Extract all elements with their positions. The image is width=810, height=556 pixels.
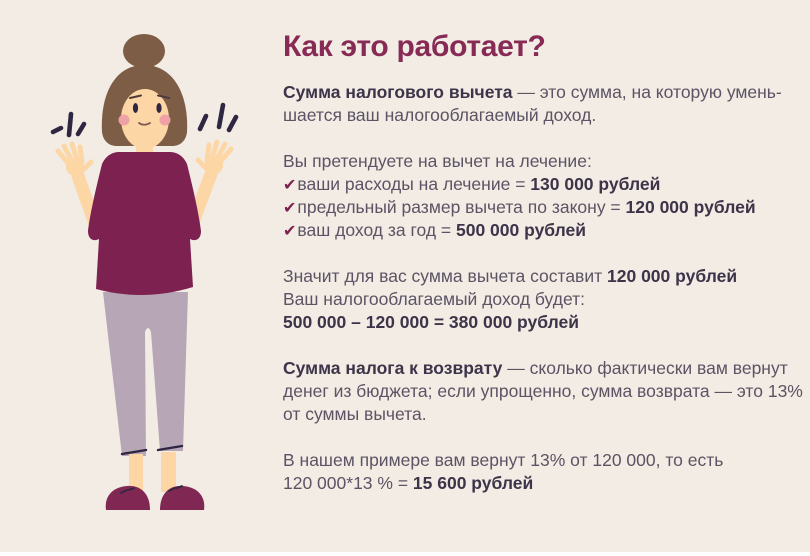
mouth [138,122,151,126]
right-eye [156,103,162,113]
text-segment: 120 000 рублей [625,197,756,217]
text-line: Значит для вас сумма вычета составит 120… [283,265,805,288]
text-line: Сумма налогового вычета — это сумма, на … [283,81,805,104]
text-segment: 15 600 рублей [412,473,534,493]
text-segment: 500 000 рублей [455,220,587,240]
eyebrows [129,94,170,99]
emphasis-dashes-left [50,111,87,138]
text-line: ✔предельный размер вычета по закону = 12… [283,196,805,219]
text-segment: ваши расходы на лечение = [297,174,531,194]
text-line: шается ваш налогооблагаемый доход. [283,104,805,127]
check-icon: ✔ [283,200,297,217]
pants [103,292,188,456]
text-segment: В нашем примере вам вернут 13% от 120 00… [283,450,724,470]
text-segment: ваш доход за год = [297,220,456,240]
text-line: 500 000 – 120 000 = 380 000 рублей [283,311,805,334]
text-segment: 500 000 – 120 000 = 380 000 рублей [283,312,579,332]
text-segment: Вы претендуете на вычет на лечение: [283,151,592,171]
text-segment: Значит для вас сумма вычета составит [283,266,608,286]
woman-shrugging-illustration [50,34,239,510]
slipper-stitches [120,485,183,494]
text-segment: Сумма налога к возврату [283,358,503,378]
right-cheek [159,114,171,126]
text-segment: предельный размер вычета по закону = [297,197,626,217]
right-hand [195,139,234,174]
text-segment: денег из бюджета; если упрощенно, сумма … [283,381,803,401]
left-hand [55,141,94,176]
text-line: ✔ваш доход за год = 500 000 рублей [283,219,805,242]
text-segment: 130 000 рублей [530,174,661,194]
text-line: от суммы вычета. [283,403,805,426]
text-rows: Сумма налогового вычета — это сумма, на … [283,81,805,495]
paragraph-spacer [283,426,805,449]
text-column: Как это работает? Сумма налогового вычет… [283,28,805,495]
text-line: ✔ваши расходы на лечение = 130 000 рубле… [283,173,805,196]
hair-bun [123,34,165,68]
t-shirt [88,152,201,296]
right-ankle [161,452,176,492]
text-segment: 120 000*13 % = [283,473,413,493]
text-line: Вы претендуете на вычет на лечение: [283,150,805,173]
check-icon: ✔ [283,223,297,240]
text-line: Ваш налогооблагаемый доход будет: [283,288,805,311]
text-line: 120 000*13 % = 15 600 рублей [283,472,805,495]
text-line: В нашем примере вам вернут 13% от 120 00… [283,449,805,472]
text-segment: Сумма налогового вычета [283,82,513,102]
paragraph-spacer [283,242,805,265]
face [121,89,169,149]
left-cheek [118,114,130,126]
check-icon: ✔ [283,177,297,194]
right-slipper [160,485,205,510]
text-segment: шается ваш налогооблагаемый доход. [283,105,597,125]
pant-cuff-lines [120,444,184,456]
text-segment: 120 000 рублей [607,266,738,286]
text-line: Сумма налога к возврату — сколько фактич… [283,357,805,380]
text-segment: — это сумма, на которую умень- [512,82,782,102]
left-ankle [129,454,143,492]
left-eye [132,103,139,113]
paragraph-spacer [283,127,805,150]
text-segment: от суммы вычета. [283,404,427,424]
paragraph-spacer [283,334,805,357]
bottom-border [0,552,810,556]
left-slipper [105,485,150,510]
text-segment: — сколько фактически вам вернут [502,358,788,378]
emphasis-dashes-right [197,102,239,133]
text-segment: Ваш налогооблагаемый доход будет: [283,289,585,309]
page-title: Как это работает? [283,30,546,63]
text-line: денег из бюджета; если упрощенно, сумма … [283,380,805,403]
